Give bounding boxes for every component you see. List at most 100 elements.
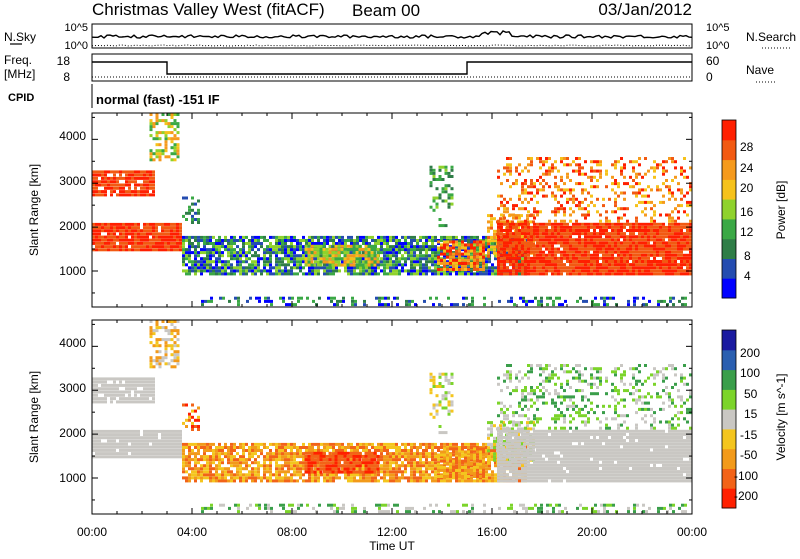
power-cell — [503, 210, 506, 214]
power-cell — [170, 241, 173, 245]
velocity-cell — [197, 467, 200, 471]
velocity-cell — [92, 448, 95, 452]
power-cell — [419, 269, 422, 273]
power-cell — [644, 247, 647, 251]
power-cell — [419, 257, 422, 261]
power-cell — [554, 253, 557, 257]
power-cell — [305, 272, 308, 276]
velocity-cell — [119, 442, 122, 446]
velocity-cell — [317, 442, 320, 446]
power-cell — [689, 185, 692, 189]
power-cell — [236, 251, 239, 255]
velocity-cell — [149, 362, 153, 366]
power-cell — [310, 244, 314, 248]
power-cell — [149, 119, 153, 123]
velocity-cell — [164, 338, 168, 342]
power-cell — [131, 229, 134, 233]
power-cell — [629, 250, 632, 254]
power-cell — [316, 251, 320, 255]
power-cell — [557, 238, 560, 242]
power-cell — [251, 235, 254, 239]
power-cell — [398, 251, 401, 255]
power-cell — [647, 200, 650, 204]
power-cell — [671, 241, 674, 245]
power-cell — [464, 239, 467, 242]
power-cell — [458, 249, 461, 253]
power-cell — [509, 169, 512, 173]
velocity-cell — [149, 433, 152, 437]
velocity-cell — [296, 446, 299, 449]
power-cell — [293, 251, 296, 255]
velocity-cell — [158, 362, 162, 366]
power-cell — [270, 299, 273, 303]
velocity-cell — [176, 439, 179, 443]
velocity-cell — [128, 390, 131, 394]
velocity-cell — [134, 448, 137, 452]
power-cell — [620, 272, 623, 276]
velocity-cell — [152, 365, 156, 369]
velocity-cell — [131, 436, 134, 440]
power-cell — [185, 257, 188, 261]
power-cell — [653, 210, 656, 214]
power-cell — [116, 193, 119, 197]
power-cell — [266, 272, 269, 276]
velocity-cell — [236, 464, 239, 468]
power-cell — [438, 175, 442, 178]
power-cell — [239, 239, 242, 242]
power-cell — [593, 225, 596, 229]
power-cell — [351, 296, 354, 300]
power-cell — [164, 146, 168, 150]
velocity-cell — [203, 473, 206, 477]
velocity-cell — [143, 442, 146, 446]
velocity-cell — [233, 458, 236, 462]
power-cell — [287, 239, 290, 242]
power-cell — [629, 272, 632, 276]
power-cell — [551, 253, 554, 257]
velocity-cell — [302, 479, 305, 483]
velocity-cell — [164, 326, 168, 330]
power-cell — [569, 229, 572, 232]
power-cell — [563, 213, 566, 217]
velocity-cell — [254, 458, 257, 462]
velocity-cell — [110, 400, 113, 404]
power-cell — [355, 257, 359, 261]
velocity-cell — [173, 359, 177, 363]
power-cell — [509, 247, 512, 251]
power-cell — [653, 219, 656, 223]
power-cell — [554, 197, 557, 201]
power-cell — [182, 248, 185, 252]
power-cell — [389, 269, 392, 273]
power-cell — [167, 248, 170, 252]
velocity-cell — [215, 458, 218, 462]
power-cell — [152, 190, 155, 194]
power-cell — [623, 266, 626, 270]
power-cell — [347, 235, 350, 239]
power-cell — [323, 272, 326, 276]
velocity-cell — [197, 442, 200, 446]
power-cell — [680, 253, 683, 257]
velocity-cell — [179, 448, 182, 452]
power-cell — [128, 229, 131, 233]
power-cell — [251, 239, 254, 242]
power-cell — [614, 256, 617, 260]
power-cell — [497, 207, 500, 211]
power-cell — [650, 247, 653, 251]
power-cell — [515, 216, 518, 220]
power-cell — [590, 247, 593, 251]
velocity-cell — [281, 467, 284, 471]
velocity-cell — [341, 449, 344, 452]
power-cell — [575, 163, 578, 167]
power-cell — [176, 146, 180, 150]
velocity-cell — [176, 455, 179, 459]
power-cell — [233, 235, 236, 239]
power-cell — [590, 185, 593, 189]
velocity-cell — [170, 445, 173, 449]
power-cell — [674, 250, 677, 254]
power-cell — [254, 266, 257, 270]
power-cell — [623, 250, 626, 254]
power-cell — [134, 235, 137, 239]
velocity-cell — [101, 436, 104, 440]
power-cell — [119, 238, 122, 242]
velocity-cell — [110, 436, 113, 440]
power-cell — [230, 239, 233, 242]
